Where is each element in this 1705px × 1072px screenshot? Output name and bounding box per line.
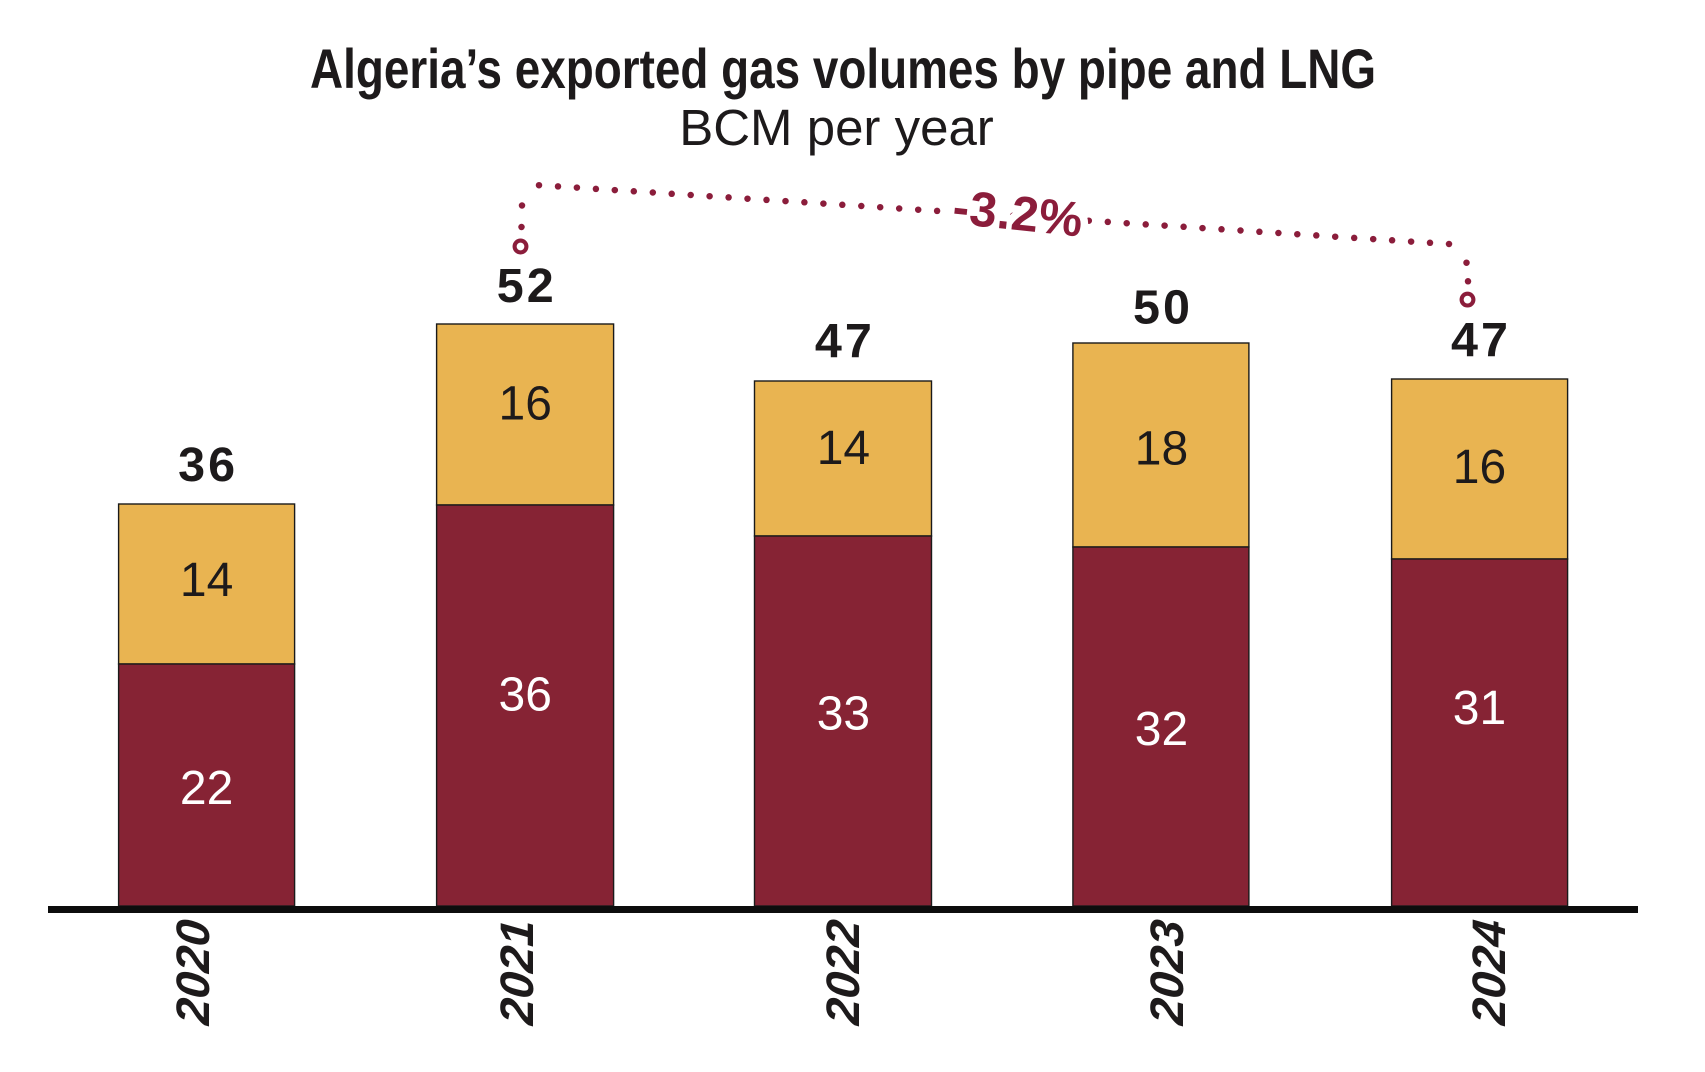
svg-text:36: 36 [178,438,238,492]
svg-text:2021: 2021 [490,917,543,1027]
svg-text:36: 36 [499,669,552,722]
svg-text:50: 50 [1133,281,1193,335]
svg-text:2024: 2024 [1462,917,1515,1027]
svg-text:18: 18 [1135,423,1188,476]
svg-text:Algeria’s exported gas volumes: Algeria’s exported gas volumes by pipe a… [310,37,1376,100]
svg-text:47: 47 [815,315,875,369]
svg-text:16: 16 [1453,441,1506,494]
svg-text:16: 16 [499,378,552,431]
svg-text:47: 47 [1451,314,1511,368]
svg-text:BCM per year: BCM per year [679,99,994,156]
svg-text:2023: 2023 [1140,917,1193,1027]
svg-text:52: 52 [497,259,557,313]
svg-text:33: 33 [817,688,870,741]
svg-text:32: 32 [1135,703,1188,756]
svg-text:2020: 2020 [166,917,219,1027]
svg-text:31: 31 [1453,682,1506,735]
svg-text:2022: 2022 [816,917,869,1027]
svg-text:14: 14 [180,554,233,607]
svg-text:14: 14 [817,422,870,475]
svg-text:22: 22 [180,762,233,815]
